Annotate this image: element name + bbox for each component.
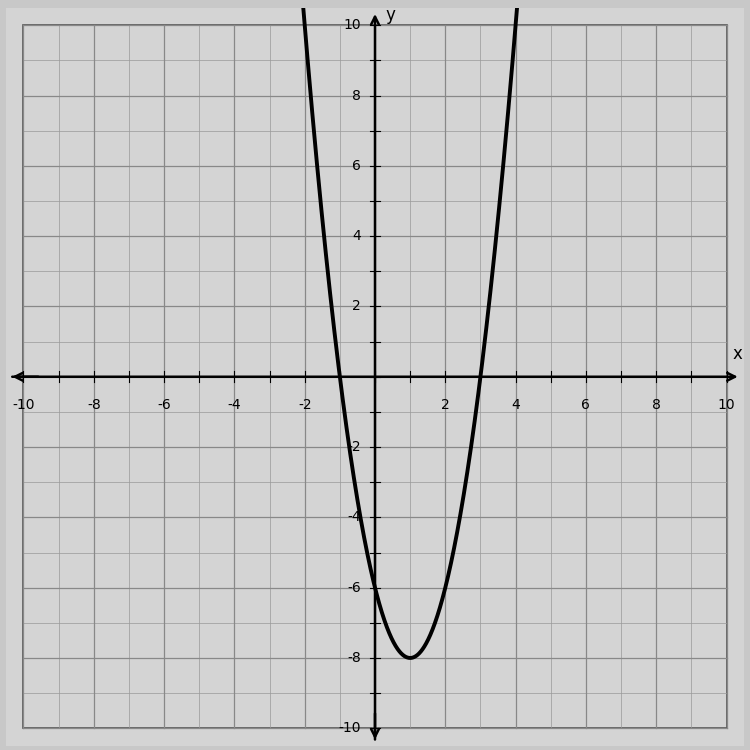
Text: 6: 6 (581, 398, 590, 412)
Text: -2: -2 (298, 398, 311, 412)
Text: -6: -6 (347, 580, 361, 595)
Text: 2: 2 (352, 299, 361, 314)
Text: 4: 4 (352, 230, 361, 243)
Text: 2: 2 (441, 398, 450, 412)
Text: y: y (386, 6, 395, 24)
Text: 10: 10 (344, 18, 361, 32)
Text: 8: 8 (652, 398, 661, 412)
Text: 10: 10 (718, 398, 735, 412)
Text: -10: -10 (12, 398, 34, 412)
Text: -2: -2 (347, 440, 361, 454)
Text: -4: -4 (227, 398, 242, 412)
Text: -8: -8 (87, 398, 100, 412)
Text: 4: 4 (512, 398, 520, 412)
Text: -4: -4 (347, 510, 361, 524)
Text: -10: -10 (338, 722, 361, 735)
Text: 8: 8 (352, 88, 361, 103)
Text: 6: 6 (352, 159, 361, 172)
Text: -6: -6 (158, 398, 171, 412)
Text: -8: -8 (347, 651, 361, 665)
Text: x: x (732, 345, 742, 363)
